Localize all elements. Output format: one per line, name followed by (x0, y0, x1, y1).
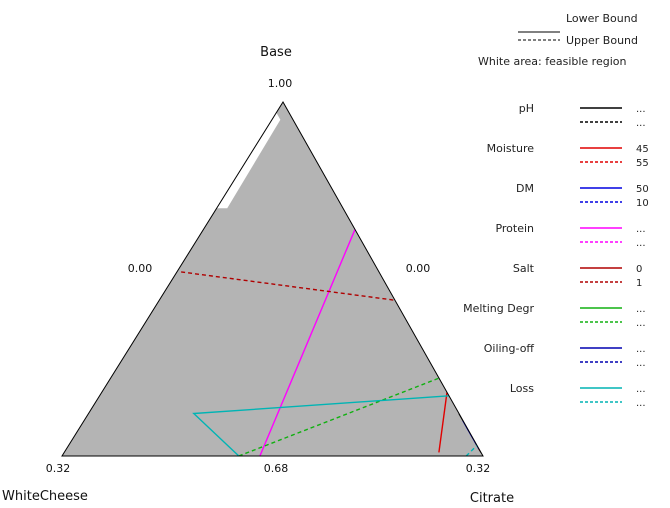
legend-value-oiling-off-lower: ... (636, 344, 646, 355)
legend-label-moisture: Moisture (487, 142, 535, 155)
legend-label-protein: Protein (495, 222, 534, 235)
vertex-top-label: Base (260, 45, 292, 60)
legend-label-ph: pH (519, 102, 534, 115)
legend-label-loss: Loss (510, 382, 534, 395)
loss-lower-line (192, 395, 450, 456)
legend-label-oiling-off: Oiling-off (484, 342, 535, 355)
melting-degr-upper-line (238, 377, 440, 456)
vertex-bottom-left-label: WhiteCheese (2, 489, 88, 504)
infeasible-region (62, 102, 483, 456)
legend-value-melting-degr-upper: ... (636, 318, 646, 329)
loss-upper-line (465, 444, 478, 456)
legend-value-dm-lower: 50 (636, 184, 649, 195)
legend-value-ph-lower: ... (636, 104, 646, 115)
tick-bottom-mid: 0.68 (264, 462, 289, 475)
tick-left-mid: 0.00 (128, 262, 153, 275)
moisture-lower-line (438, 392, 448, 453)
legend-value-ph-upper: ... (636, 118, 646, 129)
salt-upper-line (181, 271, 396, 301)
legend-value-dm-upper: 10 (636, 198, 649, 209)
legend-value-oiling-off-upper: ... (636, 358, 646, 369)
tick-bottom-right: 0.32 (466, 462, 491, 475)
legend-value-moisture-lower: 45 (636, 144, 649, 155)
vertex-bottom-right-label: Citrate (470, 491, 514, 506)
legend-value-salt-lower: 0 (636, 264, 642, 275)
feasible-region (216, 112, 281, 209)
legend-value-melting-degr-lower: ... (636, 304, 646, 315)
legend-label-dm: DM (516, 182, 534, 195)
legend-value-loss-lower: ... (636, 384, 646, 395)
legend-value-protein-lower: ... (636, 224, 646, 235)
legend-value-loss-upper: ... (636, 398, 646, 409)
legend-value-protein-upper: ... (636, 238, 646, 249)
legend-label-melting-degr: Melting Degr (463, 302, 534, 315)
protein-lower-line (259, 229, 356, 456)
triangle-frame (61, 101, 484, 457)
lower-bound-label: Lower Bound (566, 12, 638, 25)
legend-label-salt: Salt (513, 262, 535, 275)
tick-top: 1.00 (268, 77, 293, 90)
legend-value-moisture-upper: 55 (636, 158, 649, 169)
tick-right-mid: 0.00 (406, 262, 431, 275)
legend-header: Lower Bound Upper Bound White area: feas… (478, 12, 638, 68)
tick-bottom-left: 0.32 (46, 462, 71, 475)
legend-value-salt-upper: 1 (636, 278, 642, 289)
feasible-note: White area: feasible region (478, 55, 627, 68)
upper-bound-label: Upper Bound (566, 34, 638, 47)
